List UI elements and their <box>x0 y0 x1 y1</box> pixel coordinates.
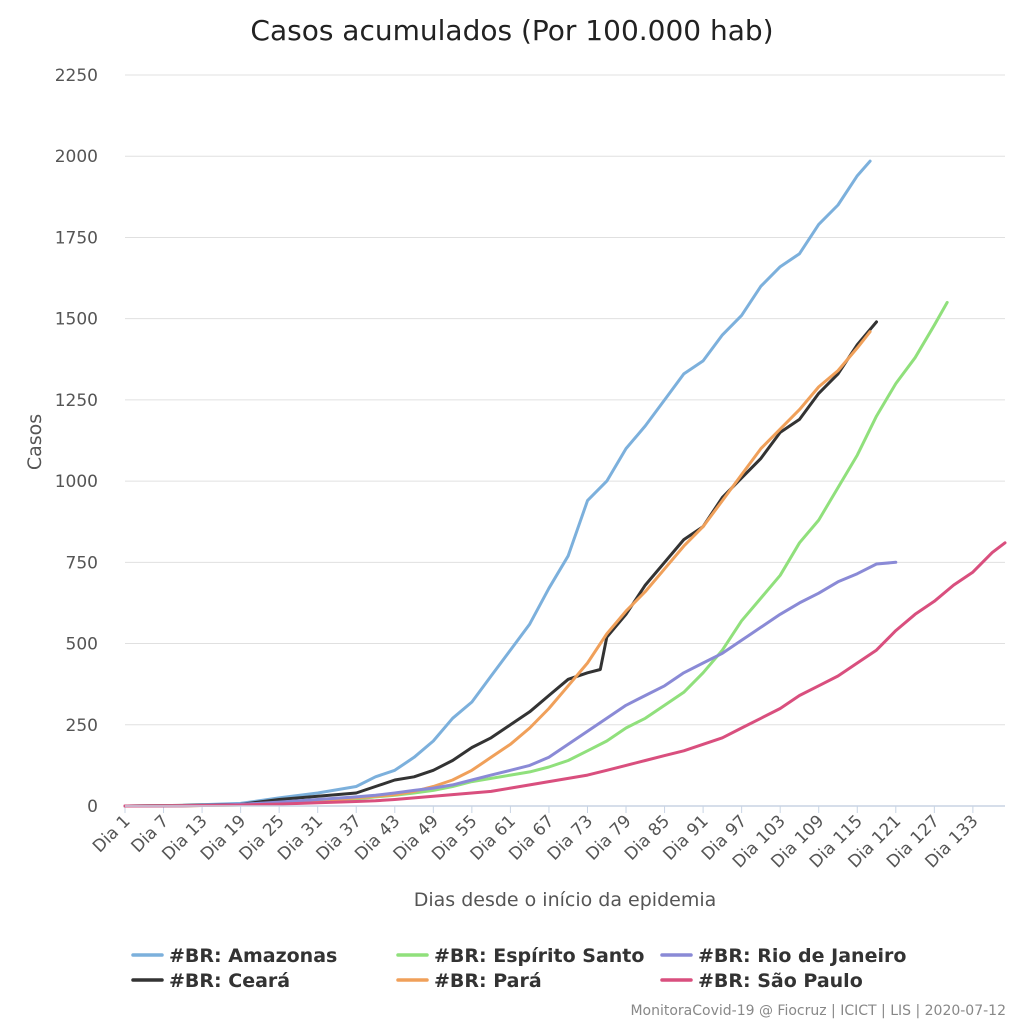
legend-label: #BR: São Paulo <box>698 970 863 992</box>
y-tick-label: 250 <box>66 716 98 736</box>
y-tick-label: 0 <box>87 797 98 817</box>
legend-item[interactable]: #BR: São Paulo <box>660 970 863 992</box>
chart-credit: MonitoraCovid-19 @ Fiocruz | ICICT | LIS… <box>630 1003 1006 1019</box>
series-line-2[interactable] <box>123 300 949 808</box>
y-tick-label: 1750 <box>55 228 98 248</box>
series-line-1[interactable] <box>123 320 878 808</box>
legend-label: #BR: Amazonas <box>169 945 337 967</box>
legend-label: #BR: Rio de Janeiro <box>698 945 906 967</box>
y-axis-title: Casos <box>24 414 46 470</box>
series-line-4[interactable] <box>123 560 898 808</box>
x-axis-title: Dias desde o início da epidemia <box>414 889 717 911</box>
legend-label: #BR: Pará <box>434 970 542 992</box>
series-lines <box>123 159 1007 808</box>
series-line-5[interactable] <box>123 541 1007 808</box>
chart-title: Casos acumulados (Por 100.000 hab) <box>250 14 773 47</box>
legend-label: #BR: Ceará <box>169 970 290 992</box>
legend: #BR: Amazonas #BR: Ceará #BR: Espírito San… <box>131 945 906 992</box>
legend-item[interactable]: #BR: Ceará <box>131 970 290 992</box>
y-tick-label: 1500 <box>55 310 98 330</box>
legend-item[interactable]: #BR: Espírito Santo <box>396 945 644 967</box>
series-line-0[interactable] <box>123 159 872 808</box>
y-tick-label: 2250 <box>55 66 98 86</box>
legend-item[interactable]: #BR: Amazonas <box>131 945 337 967</box>
grid-lines <box>125 74 1005 726</box>
y-tick-label: 750 <box>66 553 98 573</box>
x-tick-label: Dia 1 <box>89 811 135 857</box>
y-tick-label: 2000 <box>55 147 98 167</box>
legend-item[interactable]: #BR: Pará <box>396 970 542 992</box>
y-tick-label: 1250 <box>55 391 98 411</box>
y-tick-label: 1000 <box>55 472 98 492</box>
legend-item[interactable]: #BR: Rio de Janeiro <box>660 945 906 967</box>
y-tick-label: 500 <box>66 635 98 655</box>
y-axis-ticks: 0 250 500 750 1000 1250 1500 1750 2000 2250 <box>55 66 98 817</box>
legend-label: #BR: Espírito Santo <box>434 945 644 967</box>
